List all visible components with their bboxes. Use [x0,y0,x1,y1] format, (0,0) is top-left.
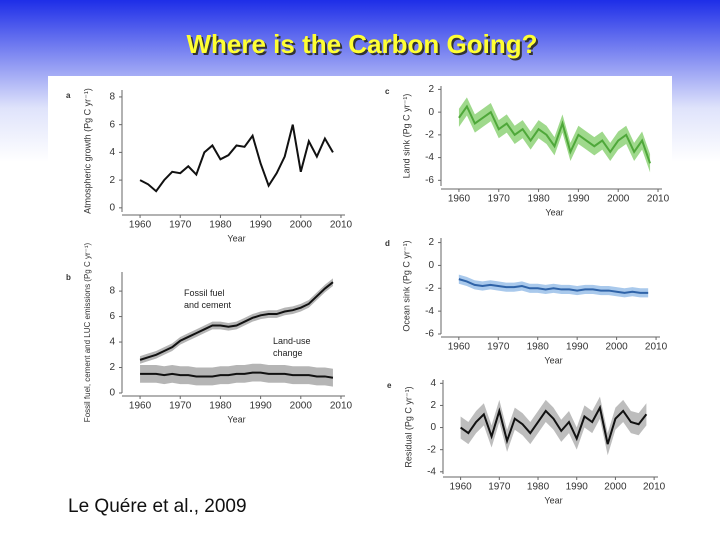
y-tick-label: -2 [427,444,436,455]
x-tick-label: 1990 [567,194,590,205]
panel-label: d [385,239,390,248]
x-tick-label: 1970 [487,342,510,353]
x-tick-label: 2000 [604,482,627,493]
panel-label: b [66,273,71,282]
x-tick-label: 2010 [645,342,668,353]
x-tick-label: 2000 [290,220,313,231]
x-axis-label: Year [227,414,245,424]
x-tick-label: 1980 [209,401,232,412]
x-tick-label: 2010 [330,401,353,412]
x-tick-label: 1990 [566,482,589,493]
x-tick-label: 1970 [169,401,192,412]
x-tick-label: 1980 [209,220,232,231]
uncertainty-band [140,278,333,364]
data-line [139,281,334,361]
y-tick-label: 4 [109,147,115,158]
x-axis-label: Year [227,233,245,243]
series-annotation: Land-use change [273,336,311,358]
uncertainty-band [458,274,649,298]
x-tick-label: 1960 [448,194,471,205]
x-tick-label: 2000 [605,342,628,353]
y-axis-label: Fossil fuel, cement and LUC emissions (P… [83,242,92,422]
data-line [139,124,334,193]
y-tick-label: 2 [109,362,115,373]
y-tick-label: 0 [430,422,436,433]
x-tick-label: 1990 [249,220,272,231]
x-tick-label: 1960 [448,342,471,353]
y-tick-label: -2 [425,130,434,141]
y-tick-label: -6 [425,329,434,340]
x-tick-label: 1990 [249,401,272,412]
y-axis-label: Land sink (Pg C yr⁻¹) [401,94,411,179]
title: Where is the Carbon Going? [186,29,537,59]
uncertainty-band [140,363,333,387]
y-tick-label: 2 [109,175,115,186]
panel-label: a [66,91,71,100]
y-tick-label: 8 [109,286,115,297]
y-axis-label: Atmospheric growth (Pg C yr⁻¹) [82,88,92,214]
y-tick-label: 0 [428,260,434,271]
data-line [460,404,648,445]
x-tick-label: 2000 [607,194,630,205]
x-tick-label: 1980 [527,482,550,493]
uncertainty-band [458,97,651,173]
series-annotation: Fossil fuel and cement [184,288,232,310]
y-tick-label: 4 [109,337,115,348]
y-tick-label: 2 [428,237,434,248]
x-tick-label: 2010 [330,220,353,231]
x-axis-label: Year [545,207,563,217]
x-tick-label: 1970 [488,194,511,205]
x-tick-label: 1970 [488,482,511,493]
y-tick-label: -4 [425,152,434,163]
x-tick-label: 1960 [129,220,152,231]
x-tick-label: 1990 [566,342,589,353]
y-tick-label: -4 [427,466,436,477]
y-tick-label: 8 [109,92,115,103]
data-line [458,104,651,164]
y-tick-label: 2 [430,400,436,411]
x-tick-label: 2010 [647,194,670,205]
y-tick-label: 6 [109,311,115,322]
citation: Le Quére et al., 2009 [68,496,247,517]
x-tick-label: 1980 [527,194,550,205]
panel-label: c [385,87,390,96]
data-line [458,278,649,294]
y-axis-label: Residual (Pg C yr⁻¹) [403,386,413,467]
x-tick-label: 2000 [290,401,313,412]
title-shadow: Where is the Carbon Going? [188,31,539,61]
y-tick-label: -6 [425,175,434,186]
y-tick-label: 4 [430,378,436,389]
x-tick-label: 2010 [643,482,666,493]
data-line [140,371,334,379]
x-tick-label: 1970 [169,220,192,231]
panel-label: e [387,381,392,390]
y-tick-label: 2 [428,84,434,95]
x-tick-label: 1960 [129,401,152,412]
x-tick-label: 1960 [449,482,472,493]
y-axis-label: Ocean sink (Pg C yr⁻¹) [401,240,411,331]
x-tick-label: 1980 [527,342,550,353]
y-tick-label: 0 [109,202,115,213]
y-tick-label: 0 [428,107,434,118]
x-axis-label: Year [544,355,562,365]
y-tick-label: -2 [425,283,434,294]
x-axis-label: Year [544,495,562,505]
y-tick-label: 6 [109,119,115,130]
y-tick-label: 0 [109,388,115,399]
y-tick-label: -4 [425,306,434,317]
